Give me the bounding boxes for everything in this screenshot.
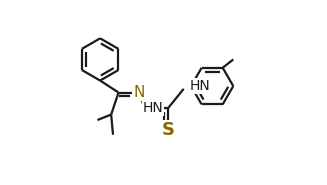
Text: HN: HN bbox=[142, 101, 163, 115]
Text: N: N bbox=[133, 85, 145, 100]
Text: S: S bbox=[162, 121, 175, 139]
Text: HN: HN bbox=[189, 79, 210, 93]
